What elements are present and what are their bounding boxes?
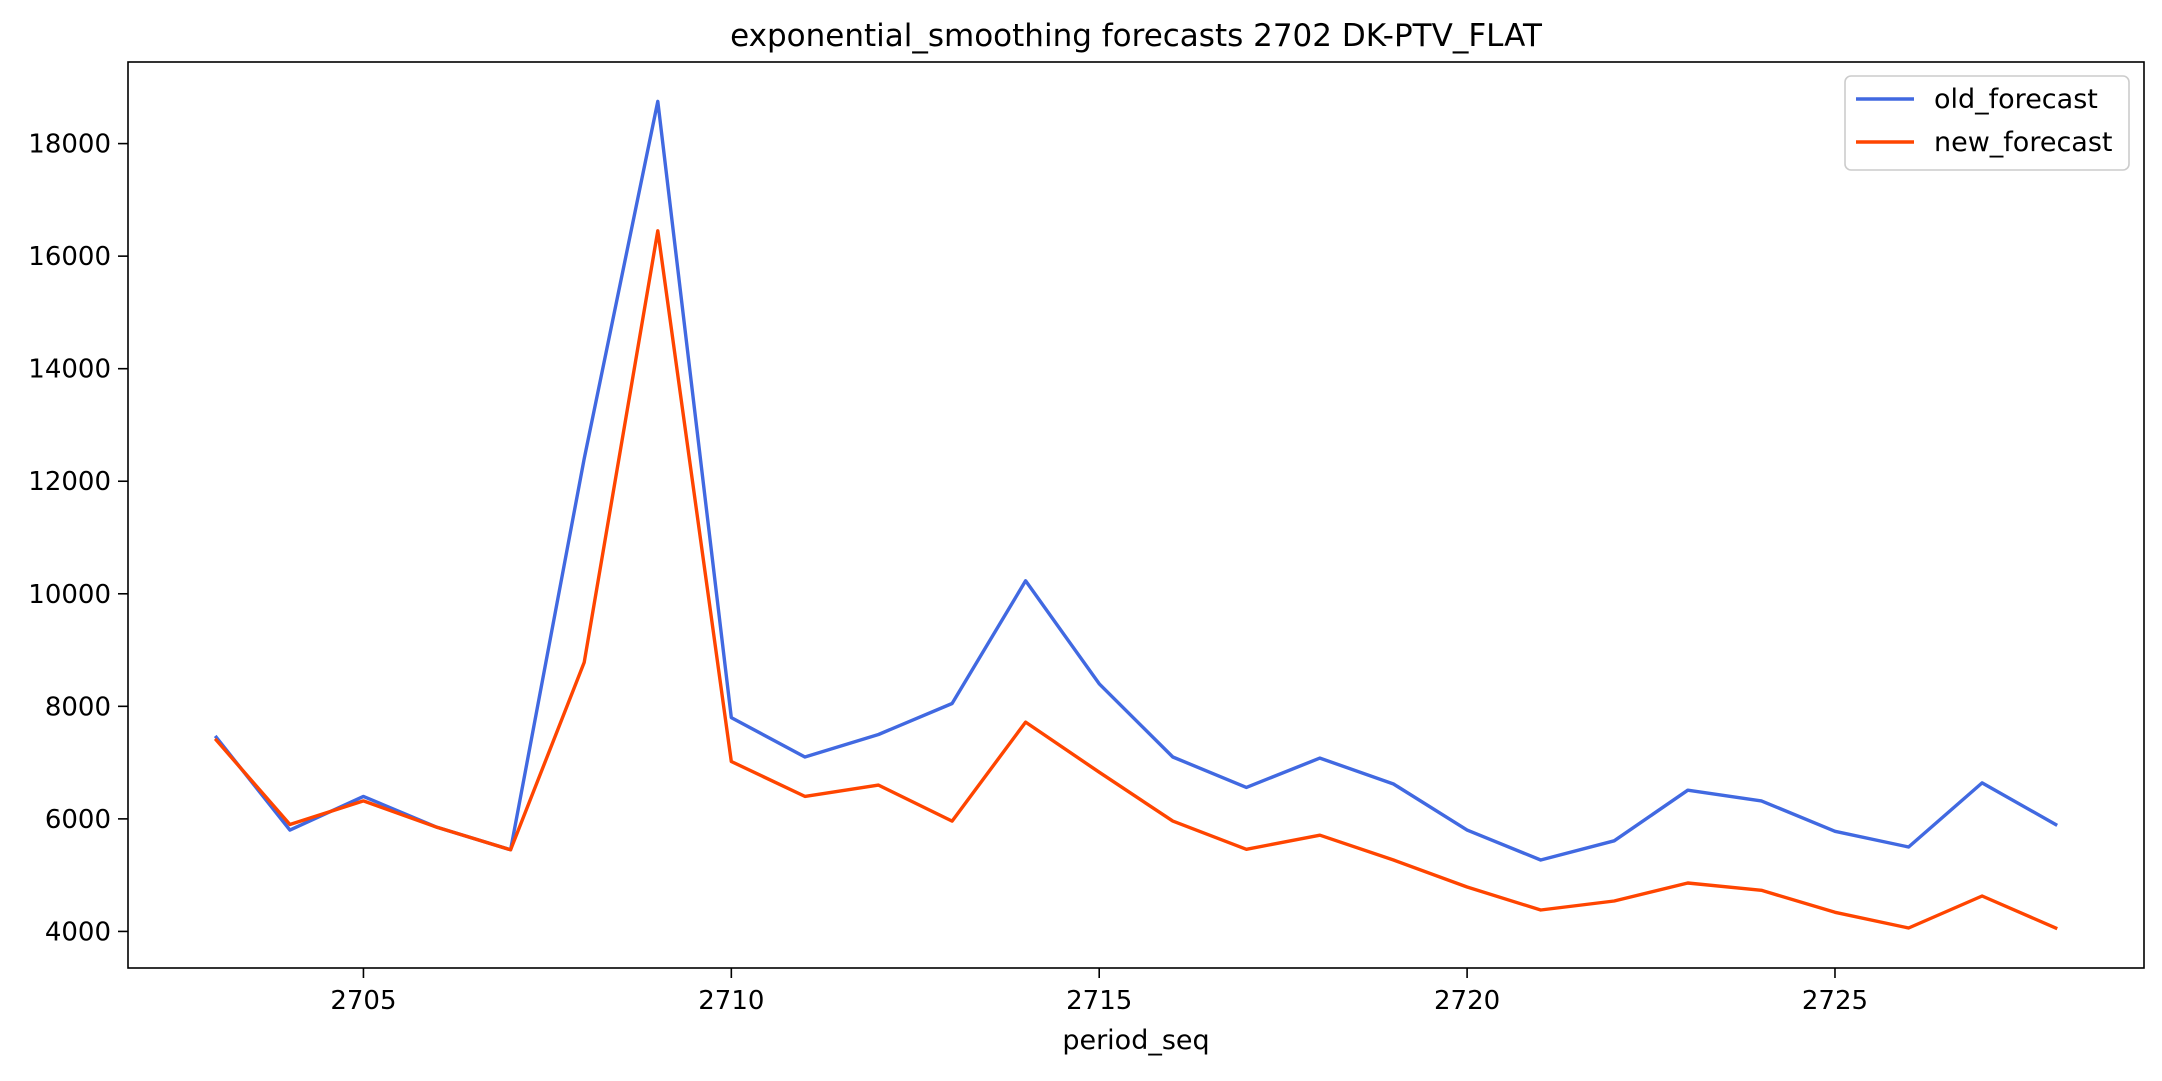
x-tick-label-2725: 2725 (1802, 986, 1868, 1016)
y-tick-label-16000: 16000 (28, 242, 111, 272)
chart-title: exponential_smoothing forecasts 2702 DK-… (730, 18, 1543, 54)
y-tick-label-14000: 14000 (28, 355, 111, 385)
y-tick-label-12000: 12000 (28, 467, 111, 497)
x-tick-label-2715: 2715 (1066, 986, 1132, 1016)
x-tick-label-2710: 2710 (698, 986, 764, 1016)
y-tick-label-10000: 10000 (28, 580, 111, 610)
x-tick-label-2720: 2720 (1434, 986, 1500, 1016)
y-axis-ticks: 4000 6000 8000 10000 12000 14000 16000 18000 (28, 130, 128, 947)
x-axis-ticks: 2705 2710 2715 2720 2725 (330, 968, 1868, 1016)
y-tick-label-6000: 6000 (45, 805, 111, 835)
plot-frame (127, 61, 2145, 969)
plot-series (213, 99, 2059, 931)
x-tick-label-2705: 2705 (330, 986, 396, 1016)
legend-label-old-forecast: old_forecast (1934, 84, 2098, 115)
legend: old_forecast new_forecast (1844, 75, 2130, 171)
legend-label-new-forecast: new_forecast (1934, 127, 2113, 158)
x-axis-title: period_seq (1062, 1025, 1209, 1056)
series-line-new-forecast (213, 229, 2058, 931)
legend-box (1844, 75, 2130, 171)
y-tick-label-18000: 18000 (28, 130, 111, 160)
y-tick-label-8000: 8000 (45, 692, 111, 722)
y-tick-label-4000: 4000 (45, 917, 111, 947)
series-line-old-forecast (213, 99, 2059, 862)
